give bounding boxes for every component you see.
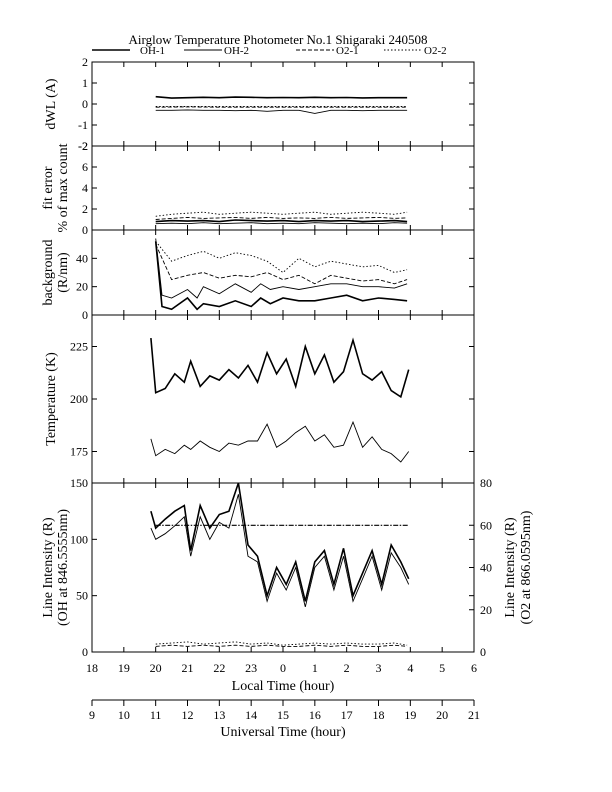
series-oh-2-dwl [155, 109, 408, 114]
y-axis-label: Line Intensity (R) [41, 517, 56, 618]
y-tick-label: 0 [82, 223, 88, 237]
x-tick-label-local: 6 [471, 661, 477, 675]
x-tick-label-local: 1 [312, 661, 318, 675]
y-tick-label: 40 [76, 251, 88, 265]
legend: OH-1 OH-2 O2-1 O2-2 [92, 45, 447, 57]
y-axis-label-2: (R/nm) [56, 252, 71, 293]
x-tick-label-local: 3 [376, 661, 382, 675]
x-tick-label-ut: 12 [182, 708, 194, 722]
panel-temp: 175 200 225 Temperature (K) [44, 314, 475, 484]
x-axis-label-local: Local Time (hour) [232, 679, 335, 694]
x-tick-label-ut: 9 [89, 708, 95, 722]
x-tick-label-local: 23 [245, 661, 257, 675]
panel-fiterr: 0 2 4 6 -2 fit error% of max count [41, 139, 475, 237]
y-tick-label: 2 [82, 55, 88, 69]
y-tick-label: 2 [82, 202, 88, 216]
y-axis-label: fit error [41, 166, 56, 209]
panel-frame [91, 229, 475, 316]
y-tick-label: 50 [76, 589, 88, 603]
y-tick-label: -2 [78, 139, 88, 153]
x-tick-label-ut: 15 [277, 708, 289, 722]
legend-label-o2-2: O2-2 [424, 45, 447, 57]
y-tick-label: 175 [70, 445, 88, 459]
x-tick-label-ut: 16 [309, 708, 321, 722]
x-tick-label-ut: 18 [373, 708, 385, 722]
legend-label-oh-2: OH-2 [224, 45, 249, 57]
series-oh-1-intensity [150, 482, 410, 602]
y-right-axis-label-2: (O2 at 866.0595nm) [519, 510, 534, 624]
y-tick-label: 0 [82, 97, 88, 111]
panel-bg: 0 20 40 background (R/nm) [41, 229, 475, 322]
series-o2-1-bg [155, 244, 408, 285]
x-tick-label-local: 19 [118, 661, 130, 675]
panel-dwl: -2 -1 0 1 2 dWL (A) [44, 55, 475, 153]
series-oh-1-dwl [155, 95, 408, 99]
x-tick-label-local: 5 [439, 661, 445, 675]
y-tick-label: 6 [82, 160, 88, 174]
y-right-axis-label: Line Intensity (R) [503, 517, 518, 618]
series-oh-1-bg [154, 241, 408, 311]
x-tick-label-ut: 21 [468, 708, 480, 722]
y-right-tick-label: 20 [480, 603, 492, 617]
y-right-tick-label: 0 [480, 645, 486, 659]
y-tick-label: -1 [78, 118, 88, 132]
y-tick-label: 0 [82, 308, 88, 322]
x-tick-label-local: 22 [213, 661, 225, 675]
y-axis-label: background [41, 239, 56, 305]
y-axis-label: Temperature (K) [44, 352, 59, 446]
y-axis-label-2: (OH at 846.5555nm) [56, 509, 71, 626]
y-tick-label: 150 [70, 476, 88, 490]
y-tick-label: 1 [82, 76, 88, 90]
series-oh-1-temp [150, 337, 410, 399]
series-o2-1-fiterr [155, 216, 408, 220]
panel-frame [91, 482, 475, 653]
panel-frame [91, 61, 475, 147]
x-tick-label-local: 4 [407, 661, 413, 675]
x-tick-label-local: 18 [86, 661, 98, 675]
x-tick-label-local: 20 [150, 661, 162, 675]
series-oh-2-intensity [150, 494, 410, 608]
legend-label-oh-1: OH-1 [140, 45, 165, 57]
x-tick-label-ut: 19 [404, 708, 416, 722]
y-tick-label: 200 [70, 392, 88, 406]
x-tick-label-ut: 20 [436, 708, 448, 722]
y-tick-label: 20 [76, 280, 88, 294]
y-tick-label: 0 [82, 645, 88, 659]
y-tick-label: -2 [78, 139, 88, 153]
x-tick-label-ut: 17 [341, 708, 353, 722]
series-oh-1-fiterr [155, 219, 408, 223]
series-o2-1-intensity [155, 644, 408, 647]
x-tick-label-ut: 11 [150, 708, 162, 722]
chart-title: Airglow Temperature Photometer No.1 Shig… [129, 32, 428, 47]
series-oh-2-bg [155, 238, 408, 299]
series-o2-2-fiterr [155, 211, 408, 217]
y-tick-label: 4 [82, 181, 88, 195]
y-right-tick-label: 60 [480, 518, 492, 532]
x-tick-label-local: 2 [344, 661, 350, 675]
series-oh-2-temp [150, 420, 410, 463]
x-tick-label-local: 21 [182, 661, 194, 675]
y-axis-label-2: % of max count [56, 143, 71, 232]
series-oh-2-fiterr [155, 222, 408, 225]
y-tick-label: 100 [70, 532, 88, 546]
series-o2-2-intensity [155, 641, 408, 646]
legend-label-o2-1: O2-1 [336, 45, 359, 57]
panel-frame [91, 145, 475, 231]
x-tick-label-ut: 13 [213, 708, 225, 722]
x-tick-label-ut: 14 [245, 708, 257, 722]
x-tick-label-local: 0 [280, 661, 286, 675]
y-right-tick-label: 40 [480, 561, 492, 575]
x-tick-label-ut: 10 [118, 708, 130, 722]
x-axis-label-ut: Universal Time (hour) [220, 725, 346, 740]
series-o2-2-bg [155, 241, 408, 274]
y-right-tick-label: 80 [480, 476, 492, 490]
y-tick-label: 225 [70, 340, 88, 354]
y-axis-label: dWL (A) [44, 78, 59, 130]
panel-frame [91, 314, 475, 484]
